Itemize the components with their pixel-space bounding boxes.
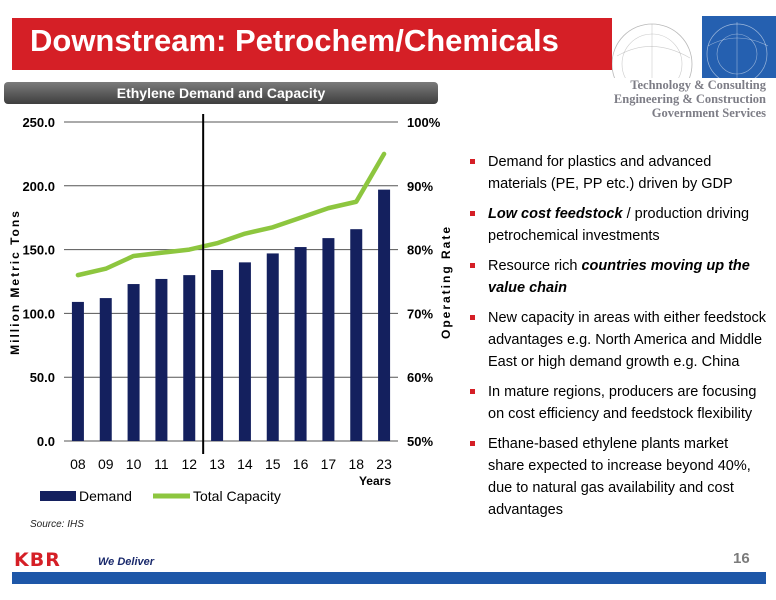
x-tick-label: 15 [265, 456, 281, 472]
x-tick-label: 09 [98, 456, 114, 472]
y2-tick-label: 60% [407, 370, 433, 385]
slogan: We Deliver [98, 556, 155, 568]
tagline-technology: Technology & Consulting [630, 78, 766, 92]
capacity-point [187, 248, 191, 252]
bullet-text: Ethane-based ethylene plants market shar… [488, 436, 751, 518]
footer-bar [12, 572, 766, 584]
capacity-line [75, 151, 387, 278]
bullet-marker [470, 389, 475, 394]
legend-label-demand: Demand [79, 488, 132, 504]
y2-tick-label: 90% [407, 179, 433, 194]
y-tick-label: 0.0 [37, 434, 55, 449]
y-tick-label: 150.0 [22, 243, 55, 258]
y-tick-label: 250.0 [22, 115, 55, 130]
legend-label-capacity: Total Capacity [193, 488, 281, 504]
taglines: Technology & Consulting Engineering & Co… [614, 78, 766, 120]
bullet-text: Demand for plastics and advanced materia… [488, 154, 733, 192]
demand-bar [378, 189, 391, 441]
globe-graphic [612, 16, 776, 78]
bullet-text: / production driving petrochemical inves… [488, 206, 750, 244]
capacity-point [104, 267, 108, 271]
y-tick-label: 200.0 [22, 179, 55, 194]
y-tick-label: 100.0 [22, 306, 55, 321]
bullet-text: countries moving up the value chain [488, 258, 750, 296]
capacity-point [299, 216, 303, 220]
source-note: Source: IHS [30, 519, 84, 530]
page-number: 16 [733, 550, 750, 567]
tagline-engineering: Engineering & Construction [613, 92, 766, 106]
x-tick-label: 13 [209, 456, 225, 472]
tagline-government: Government Services [651, 106, 766, 120]
bullet-text: In mature regions, producers are focusin… [488, 384, 757, 422]
bullet-item: Demand for plastics and advanced materia… [468, 151, 768, 195]
demand-bar [155, 278, 168, 441]
legend-swatch-demand [40, 491, 76, 501]
x-tick-label: 16 [293, 456, 309, 472]
demand-bar [127, 284, 140, 441]
bullet-marker [470, 315, 475, 320]
demand-bar [266, 253, 279, 441]
x-tick-label: 23 [376, 456, 392, 472]
capacity-point [243, 232, 247, 236]
demand-bar [350, 229, 363, 441]
bullet-marker [470, 441, 475, 446]
y2-tick-label: 50% [407, 434, 433, 449]
bullet-item: Low cost feedstock / production driving … [468, 203, 768, 247]
bullet-marker [470, 211, 475, 216]
capacity-point [215, 241, 219, 245]
capacity-point [354, 200, 358, 204]
demand-bar [71, 301, 84, 441]
demand-bar [99, 298, 112, 441]
bullet-item: Resource rich countries moving up the va… [468, 255, 768, 299]
capacity-point [326, 206, 330, 210]
demand-bar [294, 247, 307, 441]
y-axis-title: Million Metric Tons [8, 209, 22, 355]
capacity-point [382, 152, 386, 156]
x-tick-label: 14 [237, 456, 253, 472]
kbr-logo: KBR [14, 549, 61, 571]
y2-axis-title: Operating Rate [439, 225, 453, 339]
x-tick-label: 12 [181, 456, 197, 472]
x-tick-label: 17 [321, 456, 337, 472]
bullet-text: Resource rich [488, 258, 582, 274]
capacity-point [271, 225, 275, 229]
y2-tick-label: 100% [407, 115, 441, 130]
demand-bar [211, 270, 224, 441]
x-tick-label: 11 [154, 456, 169, 472]
y-tick-label: 50.0 [30, 370, 55, 385]
bullet-item: Ethane-based ethylene plants market shar… [468, 433, 768, 521]
bullet-item: In mature regions, producers are focusin… [468, 381, 768, 425]
demand-bar [183, 275, 196, 441]
bullet-list: Demand for plastics and advanced materia… [468, 151, 768, 529]
demand-bar [238, 262, 251, 441]
bullet-item: New capacity in areas with either feedst… [468, 307, 768, 373]
demand-bar [322, 238, 335, 441]
capacity-point [132, 254, 136, 258]
y2-tick-label: 70% [407, 306, 433, 321]
x-tick-label: 08 [70, 456, 86, 472]
x-tick-label: 10 [126, 456, 142, 472]
capacity-point [76, 273, 80, 277]
bullet-text: Low cost feedstock [488, 206, 623, 222]
x-axis-title: Years [359, 474, 391, 488]
bullet-marker [470, 263, 475, 268]
slide-title: Downstream: Petrochem/Chemicals [30, 23, 559, 58]
chart-header: Ethylene Demand and Capacity [4, 82, 438, 104]
title-bar [12, 18, 696, 70]
capacity-point [159, 251, 163, 255]
bullet-marker [470, 159, 475, 164]
y2-tick-label: 80% [407, 243, 433, 258]
x-tick-label: 18 [348, 456, 364, 472]
bullet-text: New capacity in areas with either feedst… [488, 310, 767, 370]
